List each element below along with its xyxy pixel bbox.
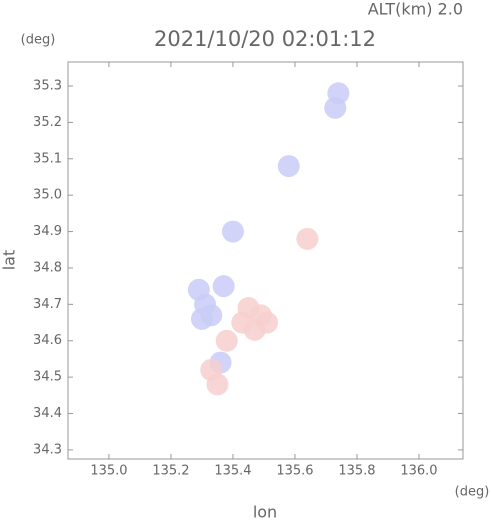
y-tick-label: 34.7 (33, 297, 62, 312)
x-tick-label: 135.4 (214, 464, 251, 479)
echo-point (190, 307, 213, 330)
y-tick-label: 35.1 (33, 151, 62, 166)
echo-point (296, 227, 319, 250)
chart-title: 2021/10/20 02:01:12 (154, 27, 376, 51)
x-tick-label: 135.0 (90, 464, 127, 479)
echo-point (200, 358, 223, 381)
x-tick-label: 136.0 (400, 464, 437, 479)
echo-point (327, 82, 350, 105)
altitude-annotation: ALT(km) 2.0 (368, 0, 463, 19)
plot-frame (67, 61, 464, 460)
y-axis-label: lat (0, 250, 19, 271)
y-tick-label: 35.0 (33, 188, 62, 203)
x-axis-label: lon (253, 503, 277, 521)
y-tick-label: 34.5 (33, 370, 62, 385)
echo-point (212, 275, 235, 298)
x-tick-label: 135.6 (276, 464, 313, 479)
x-tick-label: 135.2 (152, 464, 189, 479)
y-tick-label: 34.3 (33, 442, 62, 457)
echo-point (256, 311, 279, 334)
y-tick-label: 34.6 (33, 333, 62, 348)
y-tick-label: 34.8 (33, 260, 62, 275)
y-tick-label: 34.9 (33, 224, 62, 239)
echo-point (221, 220, 244, 243)
echo-point (215, 329, 238, 352)
y-tick-label: 35.2 (33, 115, 62, 130)
y-tick-label: 34.4 (33, 406, 62, 421)
y-unit: (deg) (21, 33, 56, 48)
echo-point (277, 155, 300, 178)
x-tick-label: 135.8 (338, 464, 375, 479)
x-unit: (deg) (455, 485, 490, 500)
y-tick-label: 35.3 (33, 79, 62, 94)
